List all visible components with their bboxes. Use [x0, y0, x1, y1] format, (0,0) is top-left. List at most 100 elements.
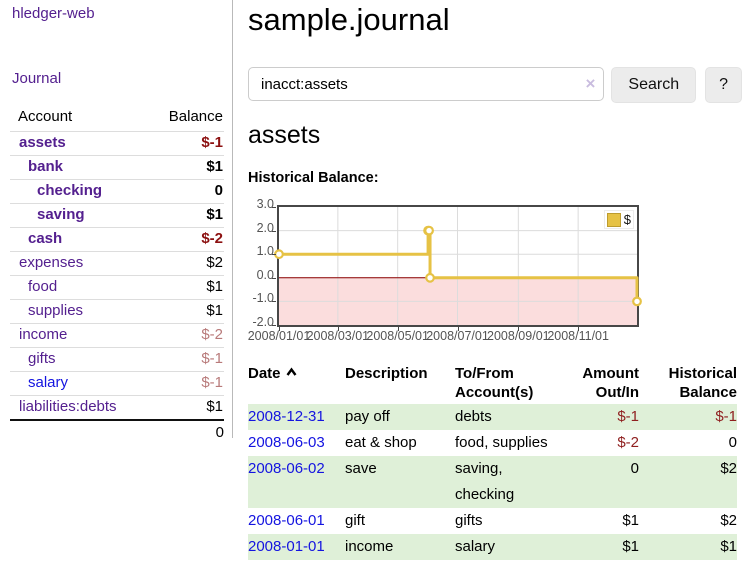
register-amount-cell: $1	[622, 538, 639, 555]
main-content: sample.journal × Search ? assets Histori…	[248, 0, 742, 582]
register-description-cell: save	[345, 460, 377, 477]
register-date-cell: 2008-06-02	[248, 456, 345, 508]
x-axis-tick	[397, 327, 399, 331]
register-balance-cell: $2	[720, 512, 737, 529]
sidebar-account-row: income $-2	[10, 323, 224, 348]
x-axis-tick	[279, 327, 280, 331]
account-balance: $-2	[150, 227, 224, 252]
y-axis-tick	[272, 254, 276, 256]
account-link[interactable]: income	[19, 326, 68, 343]
account-balance: $1	[150, 203, 224, 228]
balances-header-row: Account Balance	[10, 104, 224, 132]
search-field-wrap: ×	[248, 67, 605, 103]
transaction-date-link[interactable]: 2008-06-03	[248, 434, 325, 451]
account-balance: $-2	[150, 323, 224, 348]
account-heading: assets	[248, 121, 321, 149]
transaction-date-link[interactable]: 2008-06-02	[248, 460, 325, 477]
account-link[interactable]: cash	[28, 230, 63, 247]
account-link[interactable]: salary	[28, 374, 69, 391]
chart-legend: $	[603, 210, 634, 229]
account-link[interactable]: checking	[37, 182, 103, 199]
account-balance: $1	[150, 299, 224, 324]
sidebar-account-row: checking 0	[10, 179, 224, 204]
chart-x-tick-label: 2008/11/01	[547, 329, 609, 343]
account-balances-table: Account Balance assets $-1 bank $1 checking 0…	[10, 104, 224, 445]
account-cell: gifts	[10, 347, 151, 372]
register-accounts-cell: gifts	[455, 512, 483, 529]
sidebar-account-row: cash $-2	[10, 227, 224, 252]
search-button[interactable]: Search	[611, 67, 697, 103]
account-link[interactable]: food	[28, 278, 58, 295]
register-header-description: Description	[345, 365, 428, 382]
account-balance: $1	[150, 395, 224, 421]
account-link[interactable]: liabilities:debts	[19, 398, 117, 415]
sidebar-account-row: expenses $2	[10, 251, 224, 276]
x-axis-tick	[578, 327, 580, 331]
legend-swatch-icon	[606, 212, 621, 227]
register-amount-cell: 0	[630, 460, 639, 477]
chart-x-tick-label: 2008/01/01	[247, 329, 311, 343]
account-balance: $2	[150, 251, 224, 276]
register-description-cell: eat & shop	[345, 434, 417, 451]
register-balance-cell: $1	[720, 538, 737, 555]
register-header-historical-balance: Historical Balance	[668, 365, 737, 401]
sidebar: hledger-web Journal Account Balance asse…	[0, 0, 233, 441]
register-row: 2008-06-03 eat & shop food, supplies $-2 0	[248, 430, 737, 456]
account-balance: $1	[150, 155, 224, 180]
account-link[interactable]: supplies	[28, 302, 84, 319]
account-cell: food	[10, 275, 151, 300]
chart-x-tick-label: 2008/07/01	[426, 329, 489, 343]
total-spacer	[10, 420, 151, 445]
sidebar-account-row: gifts $-1	[10, 347, 224, 372]
account-link[interactable]: gifts	[28, 350, 56, 367]
register-amount-cell: $-1	[617, 408, 639, 425]
column-header-balance: Balance	[150, 104, 224, 132]
register-date-cell: 2008-06-03	[248, 430, 345, 456]
x-axis-tick	[457, 327, 459, 331]
register-balance-cell: $2	[720, 460, 737, 477]
register-description-cell: income	[345, 538, 394, 555]
sidebar-item-journal[interactable]: Journal	[12, 70, 62, 87]
account-cell: income	[10, 323, 151, 348]
chart-x-tick-label: 2008/03/01	[306, 329, 370, 343]
chart-title: Historical Balance:	[248, 170, 379, 186]
register-header-row: Date Description To/From Account(s) Amount…	[248, 362, 737, 404]
y-axis-tick	[272, 207, 276, 208]
account-link[interactable]: expenses	[19, 254, 84, 271]
transaction-date-link[interactable]: 2008-01-01	[248, 538, 325, 555]
sidebar-account-row: supplies $1	[10, 299, 224, 324]
register-row: 2008-06-01 gift gifts $1 $2	[248, 508, 737, 534]
account-balance: $-1	[150, 347, 224, 372]
account-cell: saving	[10, 203, 151, 228]
register-header-to-from-account-s-: To/From Account(s)	[455, 365, 534, 401]
register-row: 2008-12-31 pay off debts $-1 $-1	[248, 404, 737, 430]
y-axis-tick	[272, 301, 276, 303]
register-row: 2008-01-01 income salary $1 $1	[248, 534, 737, 560]
account-cell: liabilities:debts	[10, 395, 151, 421]
account-balance: $-1	[150, 371, 224, 396]
register-header-date[interactable]: Date	[248, 362, 345, 404]
account-cell: expenses	[10, 251, 151, 276]
help-button[interactable]: ?	[705, 67, 742, 103]
legend-label: $	[623, 212, 631, 227]
sidebar-account-row: assets $-1	[10, 131, 224, 156]
app-brand-link[interactable]: hledger-web	[12, 5, 95, 22]
chart-y-tick-label: 2.0	[256, 220, 274, 235]
account-link[interactable]: saving	[37, 206, 85, 223]
transaction-date-link[interactable]: 2008-06-01	[248, 512, 325, 529]
account-link[interactable]: assets	[19, 134, 66, 151]
y-axis-tick	[272, 325, 276, 326]
chart-canvas	[274, 207, 642, 325]
account-cell: checking	[10, 179, 151, 204]
chart-x-tick-label: 2008/09/01	[487, 329, 550, 343]
register-amount-cell: $1	[622, 512, 639, 529]
register-accounts-cell: debts	[455, 408, 492, 425]
account-balance: 0	[150, 179, 224, 204]
account-link[interactable]: bank	[28, 158, 64, 175]
search-input[interactable]	[248, 67, 605, 101]
total-balance: 0	[215, 424, 224, 441]
chart-y-tick-label: 1.0	[256, 244, 274, 259]
register-balance-cell: 0	[728, 434, 737, 451]
transaction-date-link[interactable]: 2008-12-31	[248, 408, 325, 425]
clear-search-icon[interactable]: ×	[585, 74, 596, 93]
